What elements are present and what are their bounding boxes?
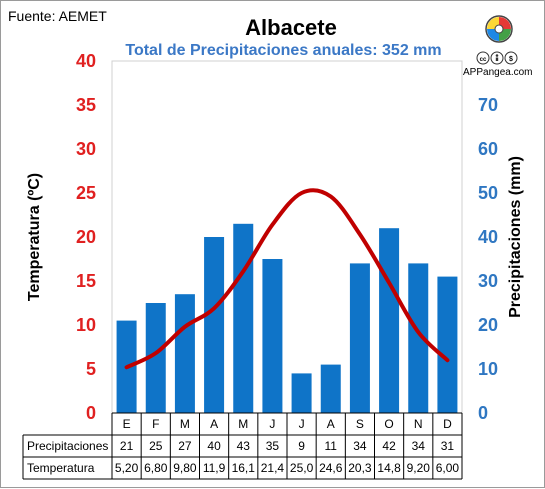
precipitation-value: 9 <box>298 439 305 453</box>
right-tick-label: 30 <box>478 271 498 291</box>
right-tick-label: 60 <box>478 139 498 159</box>
source-label: Fuente: AEMET <box>8 8 107 24</box>
precipitation-value: 35 <box>266 439 280 453</box>
left-tick-label: 5 <box>86 359 96 379</box>
temperature-value: 24,6 <box>319 461 343 475</box>
precipitation-bar <box>262 259 283 413</box>
chart-subtitle: Total de Precipitaciones anuales: 352 mm <box>125 42 442 59</box>
category-label: M <box>180 417 190 431</box>
category-label: S <box>356 417 364 431</box>
precipitation-bar <box>233 223 254 413</box>
left-tick-label: 25 <box>76 183 96 203</box>
temperature-value: 6,00 <box>436 461 460 475</box>
precipitation-bar <box>379 228 400 413</box>
precipitation-bar <box>349 263 370 413</box>
temperature-value: 21,4 <box>261 461 285 475</box>
precipitation-bar <box>291 373 312 413</box>
precipitation-value: 31 <box>441 439 455 453</box>
right-tick-label: 10 <box>478 359 498 379</box>
svg-text:cc: cc <box>480 57 487 63</box>
left-tick-label: 35 <box>76 95 96 115</box>
category-label: A <box>327 417 335 431</box>
precipitation-value: 40 <box>207 439 221 453</box>
brand-label: APPangea.com <box>463 67 533 78</box>
precipitation-bar <box>320 364 341 413</box>
temperature-value: 16,1 <box>232 461 256 475</box>
precipitation-bar <box>204 237 225 413</box>
temperature-value: 11,9 <box>203 461 226 475</box>
temperature-value: 20,3 <box>348 461 372 475</box>
puzzle-logo-icon <box>485 15 513 43</box>
left-tick-label: 20 <box>76 227 96 247</box>
precipitation-bar <box>437 276 458 413</box>
data-table: Precipitaciones Temperatura 21 25 27 40 43 35… <box>22 412 463 480</box>
precipitation-value: 25 <box>149 439 163 453</box>
category-label: M <box>238 417 248 431</box>
left-tick-label: 10 <box>76 315 96 335</box>
precipitation-bar <box>174 294 195 413</box>
precipitation-bar <box>408 263 429 413</box>
temperature-value: 9,80 <box>173 461 197 475</box>
right-tick-label: 40 <box>478 227 498 247</box>
temperature-value: 9,20 <box>407 461 431 475</box>
cc-license-icon: cc $ <box>476 51 518 65</box>
temperature-value: 25,0 <box>290 461 314 475</box>
precipitation-bar <box>145 303 166 413</box>
left-axis-title: Temperatura (ºC) <box>26 173 43 301</box>
right-tick-label: 50 <box>478 183 498 203</box>
category-label: A <box>210 417 218 431</box>
temperature-value: 5,20 <box>115 461 139 475</box>
precipitation-value: 27 <box>178 439 192 453</box>
left-tick-label: 30 <box>76 139 96 159</box>
left-tick-label: 0 <box>86 403 96 423</box>
category-label: F <box>152 417 159 431</box>
category-label: N <box>414 417 423 431</box>
precipitation-value: 34 <box>412 439 426 453</box>
precipitation-value: 34 <box>353 439 367 453</box>
left-tick-label: 40 <box>76 51 96 71</box>
temperature-value: 14,8 <box>377 461 401 475</box>
category-label: E <box>123 417 131 431</box>
precipitation-value: 42 <box>382 439 396 453</box>
category-label: O <box>384 417 393 431</box>
precipitation-value: 11 <box>325 439 338 453</box>
temperature-value: 6,80 <box>144 461 168 475</box>
precipitation-value: 21 <box>120 439 134 453</box>
right-tick-label: 0 <box>478 403 488 423</box>
right-tick-label: 70 <box>478 95 498 115</box>
category-label: J <box>269 417 275 431</box>
table-row-label-temp: Temperatura <box>27 461 95 475</box>
category-label: J <box>299 417 305 431</box>
svg-text:$: $ <box>509 56 513 63</box>
right-axis-title: Precipitaciones (mm) <box>507 156 524 318</box>
precipitation-value: 43 <box>237 439 251 453</box>
table-row-label-precip: Precipitaciones <box>27 439 108 453</box>
right-tick-label: 20 <box>478 315 498 335</box>
left-tick-label: 15 <box>76 271 96 291</box>
temperature-line <box>124 188 450 370</box>
chart-title: Albacete <box>245 15 337 40</box>
category-label: D <box>443 417 452 431</box>
